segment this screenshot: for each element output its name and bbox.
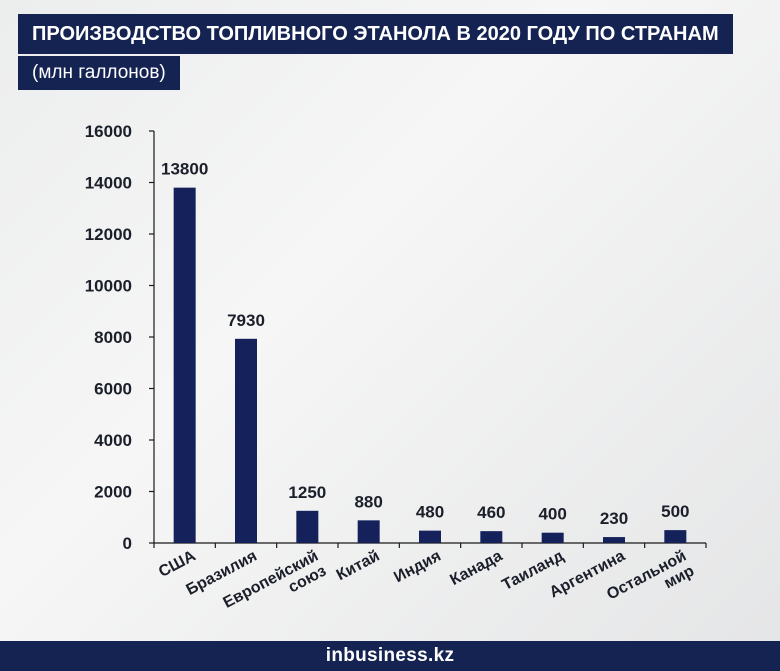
data-label: 400 [538, 505, 566, 524]
x-tick-label: Канада [447, 547, 505, 589]
bars [173, 187, 687, 543]
y-tick-label: 8000 [94, 328, 132, 347]
data-labels: 13800 7930 1250 880 480 460 400 230 500 [161, 160, 689, 528]
x-tick-label-line: США [156, 547, 199, 581]
data-label: 7930 [227, 311, 265, 330]
brand-logo[interactable]: inbusiness.kz [325, 645, 455, 666]
x-tick-label-line: Китай [334, 548, 383, 585]
y-tick-label: 16000 [85, 122, 132, 141]
bar [357, 520, 380, 543]
bar [541, 532, 564, 543]
x-tick-label: Индия [391, 548, 444, 587]
bar [173, 187, 196, 543]
chart-title: ПРОИЗВОДСТВО ТОПЛИВНОГО ЭТАНОЛА В 2020 Г… [18, 14, 733, 54]
y-tick-label: 12000 [85, 225, 132, 244]
bar [296, 510, 319, 543]
bar [603, 537, 625, 543]
bar-chart: 0 2000 4000 6000 8000 10000 12000 14000 16000 13… [85, 122, 707, 612]
bar [480, 531, 503, 543]
y-tick-label: 4000 [94, 431, 132, 450]
y-tick-label: 0 [123, 534, 132, 553]
data-label: 480 [416, 503, 444, 522]
bar [419, 530, 441, 543]
x-axis [153, 542, 707, 548]
x-tick-label-line: Индия [391, 548, 444, 587]
data-label: 460 [477, 503, 505, 522]
y-tick-label: 6000 [94, 380, 132, 399]
x-tick-label-line: Канада [447, 547, 505, 589]
y-tick-label: 10000 [85, 277, 132, 296]
y-tick-label: 14000 [85, 174, 132, 193]
data-label: 880 [354, 492, 382, 511]
y-axis: 0 2000 4000 6000 8000 10000 12000 14000 16000 [85, 122, 155, 553]
data-label: 1250 [288, 483, 326, 502]
data-label: 13800 [161, 160, 208, 179]
data-label: 500 [661, 502, 689, 521]
bar [664, 530, 687, 543]
y-tick-label: 2000 [94, 483, 132, 502]
data-label: 230 [600, 509, 628, 528]
x-tick-label: Китай [334, 548, 383, 585]
chart-subtitle: (млн галлонов) [18, 56, 180, 90]
x-tick-label: США [156, 547, 199, 581]
bar [235, 338, 257, 543]
footer-brand-bar: inbusiness.kz [0, 641, 780, 671]
